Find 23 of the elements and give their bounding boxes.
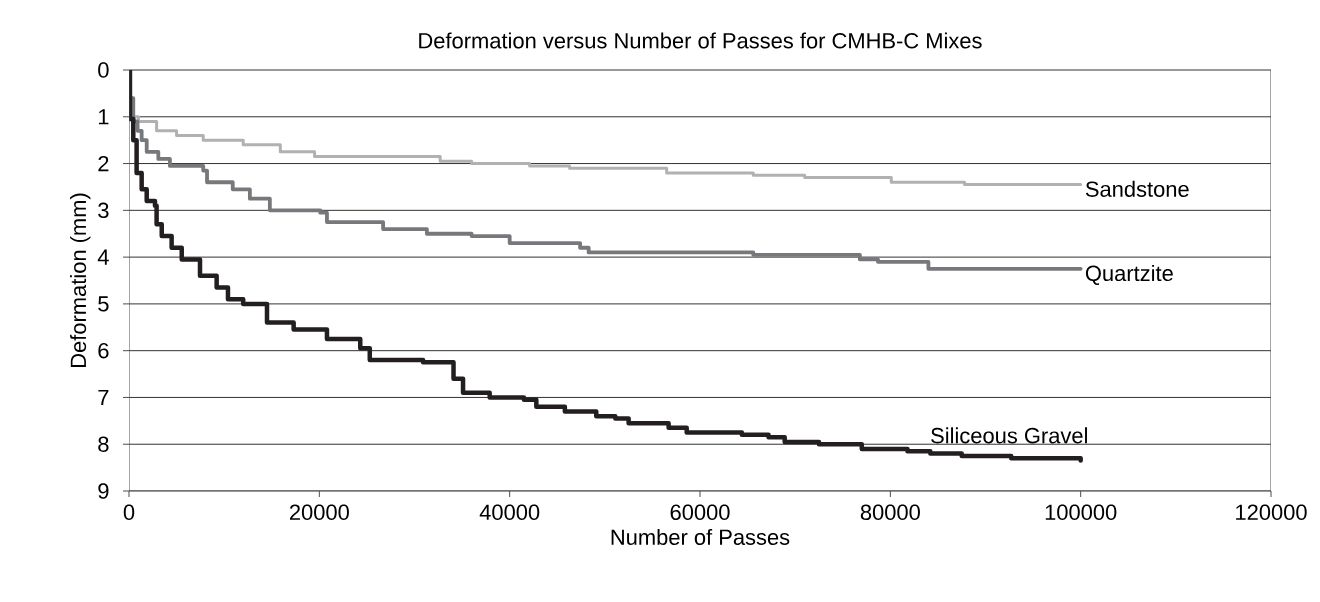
x-tick-label: 60000 [670, 504, 730, 521]
y-tick-label: 4 [97, 249, 109, 265]
y-tick-label: 7 [98, 389, 109, 405]
y-tick-label: 0 [98, 62, 109, 78]
x-tick-label: 40000 [479, 504, 540, 521]
series-label: Sandstone [1085, 180, 1189, 197]
chart-title: Deformation versus Number of Passes for CMHB-C Mixes [419, 32, 982, 49]
y-tick-label: 2 [98, 155, 109, 172]
x-tick-label: 20000 [289, 504, 349, 521]
y-tick-label: 3 [98, 202, 109, 219]
series-label: Siliceous Gravel [931, 427, 1087, 444]
y-tick-label: 6 [98, 342, 109, 359]
x-tick-label: 100000 [1045, 504, 1117, 521]
x-tick-label: 0 [123, 504, 135, 521]
x-tick-label: 80000 [860, 504, 920, 521]
y-tick-label: 9 [98, 483, 109, 499]
series-label: Quartzite [1085, 265, 1173, 286]
y-axis-title: Deformation (mm) [70, 193, 91, 367]
y-tick-label: 1 [98, 109, 109, 125]
y-tick-label: 5 [98, 296, 109, 312]
x-axis-title: Number of Passes [611, 528, 790, 545]
x-tick-label: 120000 [1236, 504, 1307, 521]
y-tick-label: 8 [98, 436, 109, 452]
